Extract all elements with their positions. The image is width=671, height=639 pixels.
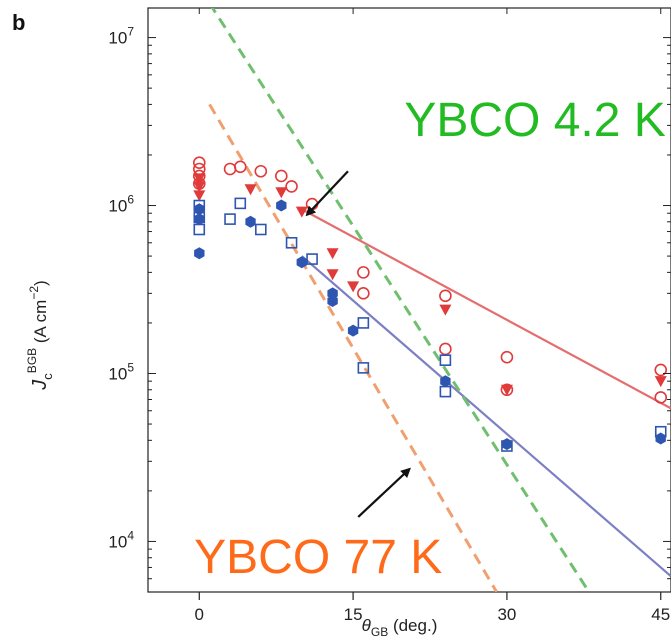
data-point-s1-17: [654, 363, 668, 377]
data-point-s4-9: [347, 324, 359, 337]
data-point-s4-11: [501, 438, 513, 451]
x-axis-title: θGB (deg.): [362, 616, 438, 639]
data-point-s2-2: [193, 181, 206, 193]
x-tick-label: 0: [195, 605, 204, 624]
data-point-s4-5: [276, 199, 287, 212]
data-point-s3-5: [234, 197, 247, 210]
annotation-arrow-2: [357, 467, 411, 518]
data-point-s4-6: [296, 256, 307, 269]
data-point-s1-12: [357, 287, 370, 300]
data-point-s2-8: [326, 269, 339, 281]
data-point-s1-11: [357, 266, 370, 279]
data-point-s3-10: [357, 362, 370, 374]
data-point-s3-4: [224, 213, 236, 225]
data-point-s4-7: [327, 287, 338, 300]
data-point-s1-18: [654, 391, 668, 404]
plot-area: [192, 8, 671, 592]
annotation-label-1: YBCO 4.2 K: [404, 94, 665, 147]
data-point-s1-7: [254, 164, 268, 178]
y-tick-label: 104: [108, 528, 134, 551]
annotation-label-2: YBCO 77 K: [194, 531, 442, 584]
data-point-s3-6: [255, 223, 267, 236]
x-tick-label: 45: [651, 605, 670, 624]
data-point-s2-10: [439, 304, 452, 316]
fit-line-1: [301, 208, 671, 410]
data-point-s1-15: [500, 350, 514, 364]
fit-line-3: [210, 8, 591, 592]
data-point-s4-1: [194, 203, 205, 216]
data-point-s4-8: [327, 295, 338, 307]
data-point-s1-13: [439, 289, 452, 303]
data-point-s1-14: [439, 342, 452, 356]
data-point-s3-8: [306, 253, 318, 265]
data-point-s1-5: [223, 162, 237, 176]
y-tick-label: 105: [108, 360, 134, 383]
fit-line-4: [208, 103, 498, 592]
x-tick-label: 15: [344, 605, 363, 624]
y-tick-label: 106: [108, 193, 134, 216]
x-tick-label: 30: [497, 605, 516, 624]
data-point-s1-6: [233, 160, 247, 174]
data-point-s3-11: [439, 354, 452, 366]
data-point-s2-7: [326, 248, 339, 260]
y-tick-label: 107: [108, 25, 134, 48]
data-point-s3-3: [193, 223, 206, 236]
data-point-s2-9: [347, 281, 360, 293]
data-point-s2-11: [500, 384, 513, 396]
fit-line-2: [301, 255, 671, 578]
data-point-s2-4: [244, 184, 257, 196]
data-point-s3-7: [285, 236, 298, 249]
data-point-s2-6: [295, 206, 308, 218]
data-point-s4-4: [245, 215, 256, 228]
data-point-s2-5: [275, 187, 288, 199]
data-point-s4-10: [440, 375, 451, 388]
data-point-s4-12: [655, 432, 666, 445]
data-point-s2-1: [193, 173, 206, 185]
panel-label: b: [12, 10, 25, 35]
annotation-arrow-1: [305, 170, 349, 217]
data-point-s1-1: [192, 156, 206, 169]
data-point-s1-8: [275, 169, 288, 183]
data-point-s4-3: [194, 247, 205, 260]
data-point-s1-9: [285, 180, 298, 193]
plot-frame: [147, 7, 671, 593]
y-axis-title: JcBGB (A cm−2): [25, 280, 55, 390]
data-point-s4-2: [194, 213, 205, 226]
data-point-s2-3: [193, 190, 206, 202]
data-point-s2-12: [654, 376, 667, 388]
data-point-s3-9: [357, 317, 370, 329]
data-point-s3-12: [439, 385, 452, 398]
